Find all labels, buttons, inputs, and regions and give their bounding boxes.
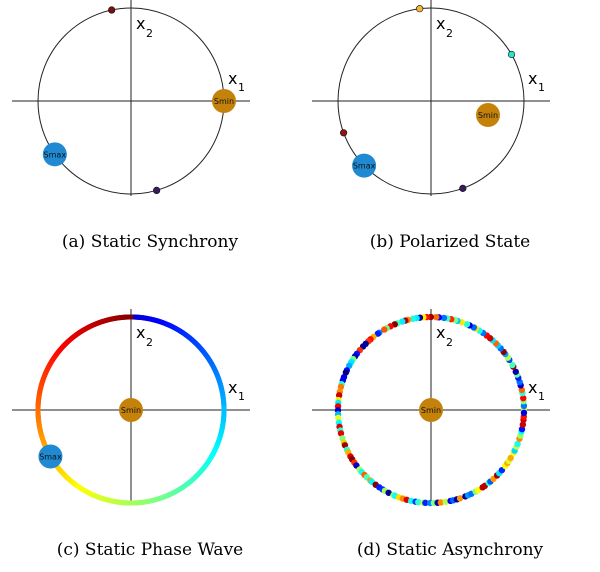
x1-axis-subscript: 1 (238, 81, 245, 94)
smin-marker (476, 103, 500, 127)
panel-c-caption: (c) Static Phase Wave (56, 540, 244, 560)
x2-axis-subscript: 2 (446, 336, 453, 349)
oscillator-point (335, 414, 342, 422)
oscillator-point (459, 184, 467, 192)
smin-marker (212, 89, 236, 113)
oscillator-point (512, 368, 519, 375)
oscillator-point (422, 499, 429, 507)
oscillator-point (519, 421, 527, 428)
smin-marker (419, 398, 443, 422)
x1-axis-label: x (228, 69, 237, 88)
oscillator-point (437, 499, 445, 506)
x2-axis-label: x (136, 14, 145, 33)
panel-d: x 1 x 2 Smin (d) Static Asynchrony (300, 286, 600, 572)
x1-axis-label: x (228, 378, 237, 397)
oscillator-point (520, 394, 527, 402)
smax-label: Smax (44, 150, 67, 159)
oscillator-point (153, 186, 161, 194)
oscillator-point (507, 50, 516, 59)
oscillator-point (335, 392, 343, 399)
unit-circle (337, 7, 525, 195)
smax-marker (352, 153, 377, 178)
smin-label: Smin (421, 406, 441, 415)
x1-axis-subscript: 1 (238, 390, 245, 403)
x2-axis-label: x (136, 323, 145, 342)
panel-c: x 1 x 2 Smax Smin (c) Static Phase Wave (0, 286, 300, 572)
oscillator-point (432, 313, 440, 321)
oscillator-point (415, 498, 422, 506)
oscillator-point (520, 402, 528, 410)
oscillator-point (409, 315, 417, 322)
oscillator-point (340, 129, 348, 137)
x2-axis-label: x (436, 14, 445, 33)
panel-a-caption: (a) Static Synchrony (61, 232, 239, 252)
smin-label: Smin (121, 406, 141, 415)
oscillator-point (399, 318, 406, 325)
oscillator-point (509, 361, 516, 369)
x2-axis-subscript: 2 (146, 27, 153, 40)
x1-axis-subscript: 1 (538, 390, 545, 403)
smin-label: Smin (478, 111, 498, 120)
x1-axis-label: x (528, 69, 537, 88)
x2-axis-label: x (436, 323, 445, 342)
x1-axis-label: x (528, 378, 537, 397)
x2-axis-subscript: 2 (446, 27, 453, 40)
oscillator-point (374, 330, 382, 337)
oscillator-point (463, 321, 471, 328)
oscillator-point (507, 454, 514, 462)
oscillator-point (440, 314, 448, 322)
oscillator-point (337, 430, 345, 437)
oscillator-point (456, 495, 464, 502)
oscillator-point (385, 489, 392, 496)
x2-axis-subscript: 2 (146, 336, 153, 349)
oscillator-point (474, 487, 482, 494)
oscillator-point (416, 5, 424, 13)
oscillator-point (108, 6, 116, 14)
smax-label: Smax (39, 453, 62, 462)
oscillator-point (514, 440, 521, 448)
smax-label: Smax (353, 162, 376, 171)
smin-marker (119, 398, 143, 422)
oscillator-point (337, 383, 345, 391)
panel-b-caption: (b) Polarized State (369, 232, 531, 252)
smax-marker (42, 142, 67, 167)
panel-d-caption: (d) Static Asynchrony (356, 540, 544, 560)
oscillator-point (520, 409, 528, 417)
x1-axis-subscript: 1 (538, 81, 545, 94)
panel-b: x 1 x 2 Smax Smin (b) Polarized State (300, 0, 600, 286)
oscillator-point (381, 326, 388, 333)
oscillator-point (442, 498, 449, 506)
smax-marker (38, 444, 63, 469)
panel-a: x 1 x 2 Smax Smin (a) Static Synchrony (0, 0, 300, 286)
smin-label: Smin (214, 97, 234, 106)
